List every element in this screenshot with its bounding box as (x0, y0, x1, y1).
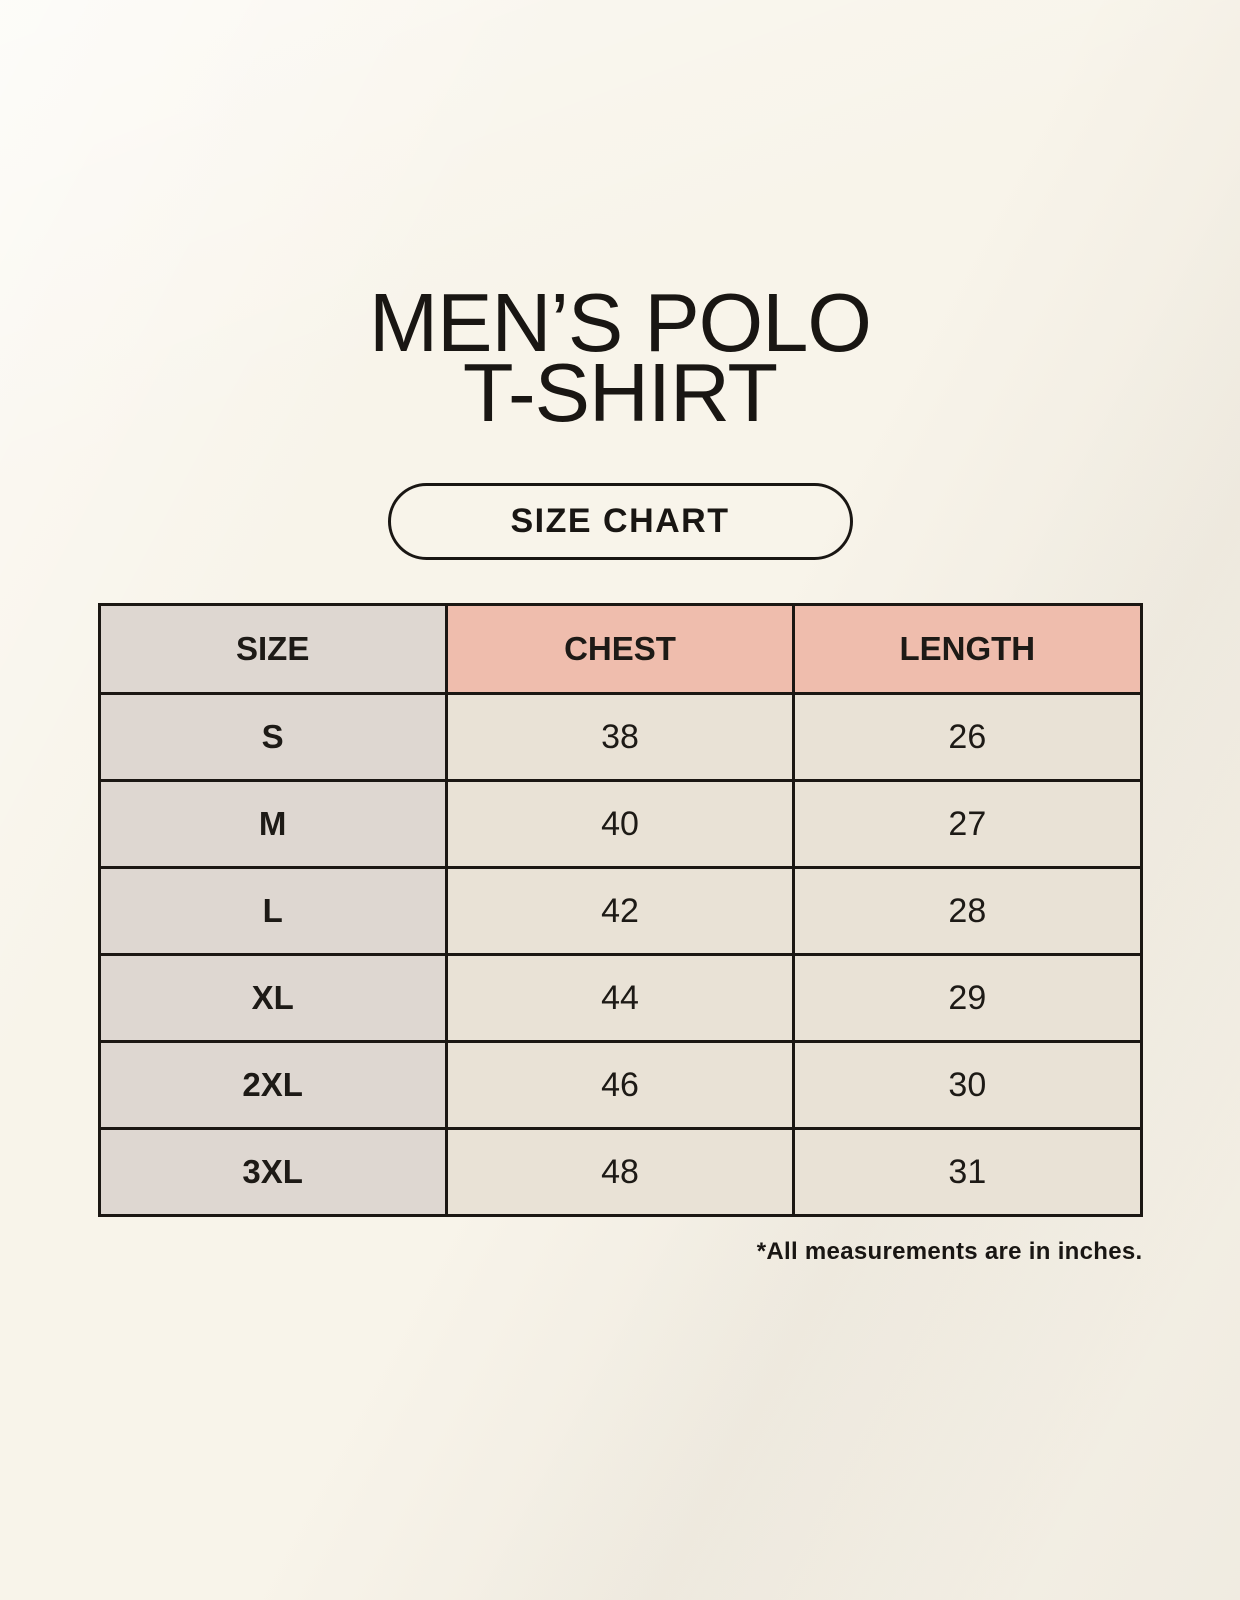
product-title-line1: MEN’S POLO (369, 276, 872, 369)
table-header-length: LENGTH (792, 603, 1143, 696)
chest-cell: 48 (444, 1127, 796, 1218)
size-cell: 3XL (97, 1127, 448, 1218)
chest-cell: 40 (444, 779, 796, 870)
size-cell: S (97, 692, 448, 783)
table-row: 2XL 46 30 (97, 1040, 1143, 1131)
table-row: 3XL 48 31 (97, 1127, 1143, 1218)
table-row: M 40 27 (97, 779, 1143, 870)
table-header-size: SIZE (97, 603, 448, 696)
table-row: L 42 28 (97, 866, 1143, 957)
size-cell: L (97, 866, 448, 957)
length-cell: 31 (792, 1127, 1143, 1218)
chest-cell: 46 (444, 1040, 796, 1131)
product-title: MEN’S POLO T-SHIRT (0, 276, 1240, 439)
chest-cell: 42 (444, 866, 796, 957)
chest-cell: 38 (444, 692, 796, 783)
badge-row: SIZE CHART (0, 483, 1240, 561)
size-chart-badge: SIZE CHART (387, 483, 853, 561)
chest-cell: 44 (444, 953, 796, 1044)
size-cell: M (97, 779, 448, 870)
table-header-chest: CHEST (444, 603, 796, 696)
length-cell: 28 (792, 866, 1143, 957)
length-cell: 26 (792, 692, 1143, 783)
length-cell: 29 (792, 953, 1143, 1044)
table-row: S 38 26 (97, 692, 1143, 783)
size-cell: 2XL (97, 1040, 448, 1131)
size-table: SIZE CHEST LENGTH S 38 26 M 40 27 L (97, 603, 1143, 1218)
size-table-container: SIZE CHEST LENGTH S 38 26 M 40 27 L (97, 603, 1143, 1218)
length-cell: 27 (792, 779, 1143, 870)
product-title-line2: T-SHIRT (462, 345, 778, 439)
size-chart-badge-label: SIZE CHART (510, 502, 730, 541)
length-cell: 30 (792, 1040, 1143, 1131)
size-cell: XL (97, 953, 448, 1044)
table-header-row: SIZE CHEST LENGTH (97, 603, 1143, 696)
measurements-footnote: *All measurements are in inches. (756, 1238, 1143, 1266)
table-row: XL 44 29 (97, 953, 1143, 1044)
